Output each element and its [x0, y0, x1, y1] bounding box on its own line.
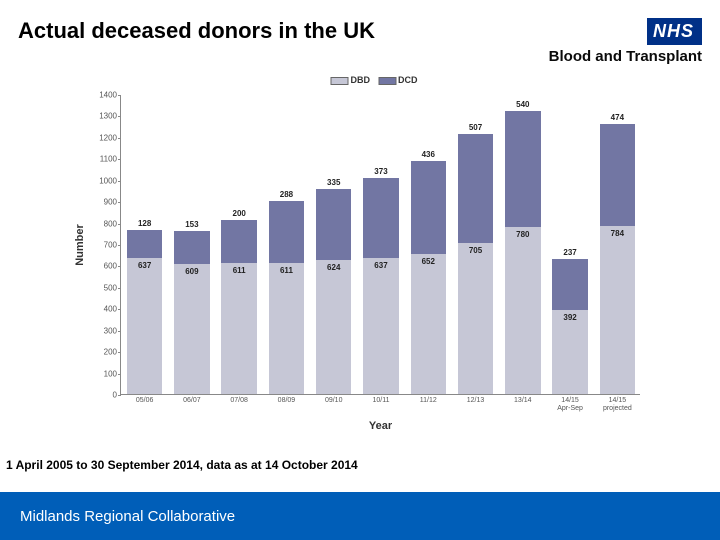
bar-value-label: 540	[516, 100, 529, 109]
bar-group: 611 288	[269, 94, 304, 394]
bar-group: 705 507	[458, 94, 493, 394]
bar-segment	[411, 161, 446, 254]
y-tick: 1100	[89, 155, 117, 164]
bar-segment	[316, 260, 351, 394]
y-tick: 0	[89, 391, 117, 400]
bar-value-label: 392	[563, 313, 576, 322]
x-tick: 11/12	[402, 397, 455, 405]
nhs-logo-subtext: Blood and Transplant	[549, 48, 702, 65]
y-tick: 400	[89, 305, 117, 314]
y-tick: 600	[89, 262, 117, 271]
bar-value-label: 335	[327, 178, 340, 187]
bar-segment	[316, 189, 351, 261]
bar-segment	[411, 254, 446, 394]
bar-value-label: 784	[611, 229, 624, 238]
bar-value-label: 780	[516, 230, 529, 239]
y-tick: 700	[89, 241, 117, 250]
bar-segment	[363, 258, 398, 395]
x-tick: 14/15projected	[591, 397, 644, 412]
bar-group: 652 436	[411, 94, 446, 394]
bar-segment	[363, 178, 398, 258]
y-tick: 1400	[89, 91, 117, 100]
x-tick: 05/06	[118, 397, 171, 405]
chart-plot: Number Year 0100200300400500600700800900…	[120, 95, 640, 395]
bar-segment	[221, 220, 256, 263]
bar-group: 624 335	[316, 94, 351, 394]
bar-segment	[505, 227, 540, 394]
bar-segment	[458, 134, 493, 243]
bar-segment	[127, 258, 162, 395]
bar-segment	[505, 111, 540, 227]
x-tick: 07/08	[213, 397, 266, 405]
x-axis-label: Year	[369, 420, 392, 432]
bar-group: 780 540	[505, 94, 540, 394]
bar-value-label: 705	[469, 246, 482, 255]
chart-legend: DBDDCD	[323, 75, 418, 85]
bar-value-label: 609	[185, 267, 198, 276]
y-tick: 300	[89, 326, 117, 335]
nhs-logo-box: NHS	[647, 18, 702, 45]
slide-subtitle: 1 April 2005 to 30 September 2014, data …	[6, 458, 358, 472]
bar-group: 609 153	[174, 94, 209, 394]
y-tick: 1000	[89, 176, 117, 185]
bar-group: 392 237	[552, 94, 587, 394]
bar-segment	[127, 230, 162, 257]
bar-value-label: 237	[563, 248, 576, 257]
bar-segment	[221, 263, 256, 394]
bar-value-label: 436	[422, 150, 435, 159]
bar-value-label: 200	[232, 209, 245, 218]
bar-value-label: 611	[280, 266, 293, 275]
slide: Actual deceased donors in the UK NHS Blo…	[0, 0, 720, 540]
y-tick: 200	[89, 348, 117, 357]
x-tick: 06/07	[165, 397, 218, 405]
bar-value-label: 624	[327, 263, 340, 272]
bar-segment	[600, 124, 635, 226]
bar-value-label: 128	[138, 219, 151, 228]
bar-segment	[458, 243, 493, 394]
bar-group: 611 200	[221, 94, 256, 394]
slide-title: Actual deceased donors in the UK	[18, 18, 375, 44]
bar-group: 637 128	[127, 94, 162, 394]
bar-segment	[174, 264, 209, 395]
x-tick: 09/10	[307, 397, 360, 405]
y-tick: 500	[89, 283, 117, 292]
bar-value-label: 637	[374, 261, 387, 270]
bar-segment	[552, 259, 587, 310]
slide-footer: Midlands Regional Collaborative	[0, 492, 720, 540]
y-tick: 100	[89, 369, 117, 378]
bar-segment	[600, 226, 635, 394]
footer-text: Midlands Regional Collaborative	[20, 508, 235, 525]
chart: DBDDCD Number Year 010020030040050060070…	[90, 85, 650, 435]
y-tick: 1200	[89, 133, 117, 142]
x-tick: 13/14	[496, 397, 549, 405]
bar-value-label: 474	[611, 113, 624, 122]
bar-group: 784 474	[600, 94, 635, 394]
bar-value-label: 507	[469, 123, 482, 132]
bar-segment	[269, 263, 304, 394]
bar-group: 637 373	[363, 94, 398, 394]
y-axis-label: Number	[74, 224, 86, 266]
bar-segment	[269, 201, 304, 263]
bar-segment	[174, 231, 209, 264]
bar-value-label: 611	[233, 266, 246, 275]
x-tick: 10/11	[354, 397, 407, 405]
y-tick: 1300	[89, 112, 117, 121]
y-tick: 900	[89, 198, 117, 207]
bar-value-label: 652	[422, 257, 435, 266]
x-tick: 14/15Apr-Sep	[543, 397, 596, 412]
x-tick: 08/09	[260, 397, 313, 405]
y-tick: 800	[89, 219, 117, 228]
bar-value-label: 637	[138, 261, 151, 270]
bar-value-label: 373	[374, 167, 387, 176]
bar-value-label: 288	[280, 190, 293, 199]
bar-value-label: 153	[185, 220, 198, 229]
bar-segment	[552, 310, 587, 394]
nhs-logo: NHS Blood and Transplant	[549, 18, 702, 65]
x-tick: 12/13	[449, 397, 502, 405]
